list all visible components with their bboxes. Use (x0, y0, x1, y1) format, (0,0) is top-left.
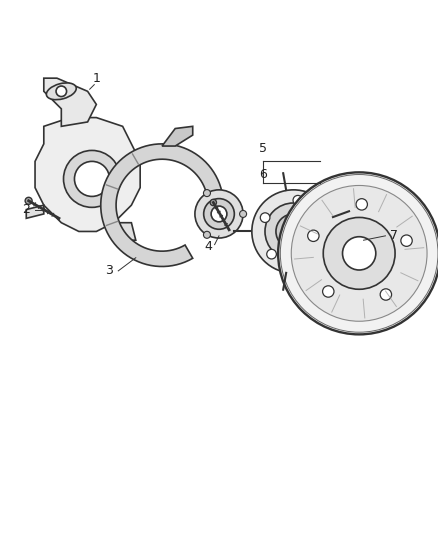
Circle shape (267, 249, 276, 259)
Polygon shape (162, 126, 193, 146)
Circle shape (323, 217, 395, 289)
Circle shape (195, 190, 243, 238)
Text: 7: 7 (390, 229, 398, 243)
Circle shape (356, 199, 367, 210)
Text: 6: 6 (259, 168, 267, 181)
Ellipse shape (46, 83, 76, 100)
Circle shape (64, 150, 120, 207)
Circle shape (204, 199, 234, 229)
Text: 1: 1 (92, 71, 100, 85)
Circle shape (291, 185, 427, 321)
Circle shape (203, 190, 210, 197)
Polygon shape (114, 223, 136, 240)
Circle shape (260, 213, 270, 222)
Circle shape (307, 230, 319, 241)
Polygon shape (26, 205, 44, 219)
Circle shape (203, 231, 210, 238)
Polygon shape (44, 78, 96, 126)
Circle shape (211, 206, 227, 222)
Circle shape (304, 254, 313, 264)
Circle shape (252, 190, 335, 273)
Text: 2: 2 (22, 203, 30, 216)
Circle shape (74, 161, 110, 197)
Text: 5: 5 (259, 142, 267, 155)
Circle shape (265, 203, 322, 260)
Circle shape (240, 211, 247, 217)
Text: 3: 3 (106, 264, 113, 277)
Circle shape (25, 197, 32, 204)
Circle shape (293, 196, 303, 205)
Circle shape (343, 237, 376, 270)
Circle shape (210, 199, 216, 206)
Text: 4: 4 (204, 240, 212, 253)
Polygon shape (35, 118, 140, 231)
Circle shape (276, 214, 311, 249)
Circle shape (56, 86, 67, 96)
Circle shape (323, 286, 334, 297)
Polygon shape (101, 144, 223, 266)
Circle shape (380, 289, 392, 300)
Circle shape (284, 222, 303, 241)
Circle shape (320, 221, 329, 231)
Circle shape (278, 172, 438, 334)
Circle shape (401, 235, 412, 246)
